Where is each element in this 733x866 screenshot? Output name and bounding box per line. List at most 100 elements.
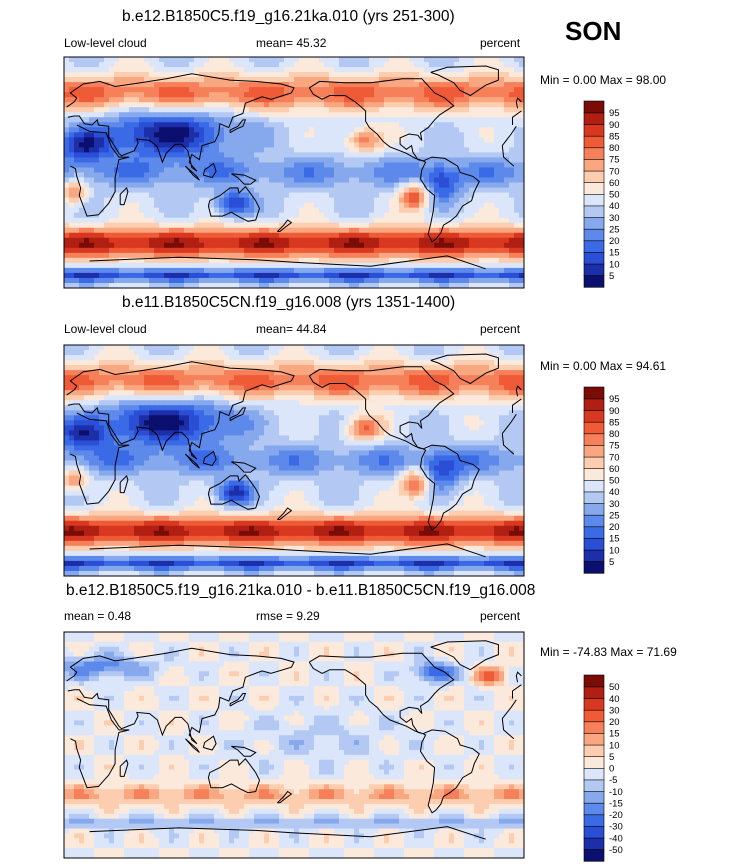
map-cell	[344, 112, 350, 118]
map-cell	[519, 202, 524, 209]
map-cell	[234, 222, 240, 229]
map-cell	[184, 197, 190, 204]
map-cell	[194, 107, 200, 113]
map-cell	[394, 355, 400, 361]
map-cell	[469, 187, 475, 194]
map-cell	[114, 152, 120, 159]
map-cell	[404, 77, 410, 83]
map-cell	[399, 97, 405, 103]
map-cell	[489, 222, 495, 229]
map-cell	[509, 167, 515, 174]
map-cell	[199, 252, 205, 259]
map-cell	[309, 380, 315, 386]
map-cell	[319, 257, 325, 264]
colorbar-label: 70	[609, 166, 620, 177]
map-cell	[379, 102, 385, 108]
map-cell	[164, 282, 170, 288]
map-cell	[279, 237, 285, 244]
map-cell	[84, 87, 90, 93]
map-cell	[244, 72, 250, 78]
map-cell	[219, 217, 225, 224]
map-cell	[144, 365, 150, 371]
map-cell	[284, 380, 290, 386]
map-cell	[99, 370, 105, 376]
map-cell	[429, 82, 435, 88]
map-cell	[199, 192, 205, 199]
map-cell	[314, 375, 320, 381]
map-cell	[369, 152, 375, 159]
map-cell	[504, 355, 510, 361]
map-cell	[279, 345, 285, 351]
map-cell	[274, 267, 280, 274]
map-cell	[414, 345, 420, 351]
map-cell	[414, 282, 420, 288]
map-cell	[189, 77, 195, 83]
map-cell	[474, 282, 480, 288]
colorbar-box	[583, 158, 605, 172]
map-cell	[314, 217, 320, 224]
map-cell	[69, 97, 75, 103]
map-cell	[79, 262, 85, 269]
map-cell	[294, 187, 300, 194]
map-cell	[374, 267, 380, 274]
map-cell	[484, 107, 490, 113]
map-cell	[449, 232, 455, 239]
map-cell	[494, 202, 500, 209]
map-cell	[399, 232, 405, 239]
map-cell	[354, 117, 360, 123]
map-cell	[134, 197, 140, 204]
map-cell	[224, 107, 230, 113]
map-cell	[174, 182, 180, 189]
map-cell	[344, 212, 350, 219]
map-cell	[499, 137, 505, 143]
map-cell	[284, 257, 290, 264]
map-cell	[99, 167, 105, 174]
map-cell	[244, 227, 250, 234]
map-cell	[394, 137, 400, 143]
map-cell	[329, 192, 335, 199]
map-cell	[304, 252, 310, 259]
map-cell	[449, 127, 455, 133]
map-cell	[234, 252, 240, 259]
map-cell	[244, 132, 250, 138]
map-cell	[364, 142, 370, 148]
map-cell	[109, 147, 115, 154]
map-cell	[324, 227, 330, 234]
map-cell	[434, 147, 440, 154]
map-cell	[74, 227, 80, 234]
map-cell	[179, 262, 185, 269]
map-cell	[469, 222, 475, 229]
map-cell	[399, 262, 405, 269]
map-cell	[474, 122, 480, 128]
map-cell	[69, 152, 75, 159]
map-cell	[429, 127, 435, 133]
map-cell	[189, 257, 195, 264]
map-cell	[234, 277, 240, 284]
map-cell	[164, 122, 170, 128]
map-cell	[509, 152, 515, 159]
map-cell	[449, 142, 455, 148]
map-cell	[254, 227, 260, 234]
map-cell	[249, 257, 255, 264]
map-cell	[234, 147, 240, 154]
map-cell	[409, 62, 415, 68]
map-cell	[349, 360, 355, 366]
map-cell	[319, 97, 325, 103]
map-cell	[279, 232, 285, 239]
map-cell	[354, 375, 360, 381]
map-cell	[319, 157, 325, 164]
map-cell	[489, 117, 495, 123]
map-cell	[124, 102, 130, 108]
map-cell	[409, 217, 415, 224]
map-cell	[89, 102, 95, 108]
map-cell	[384, 177, 390, 184]
map-cell	[79, 162, 85, 169]
map-cell	[319, 117, 325, 123]
map-cell	[84, 72, 90, 78]
map-cell	[374, 207, 380, 214]
map-cell	[164, 182, 170, 189]
map-cell	[499, 117, 505, 123]
map-cell	[234, 162, 240, 169]
map-cell	[279, 97, 285, 103]
map-cell	[294, 62, 300, 68]
